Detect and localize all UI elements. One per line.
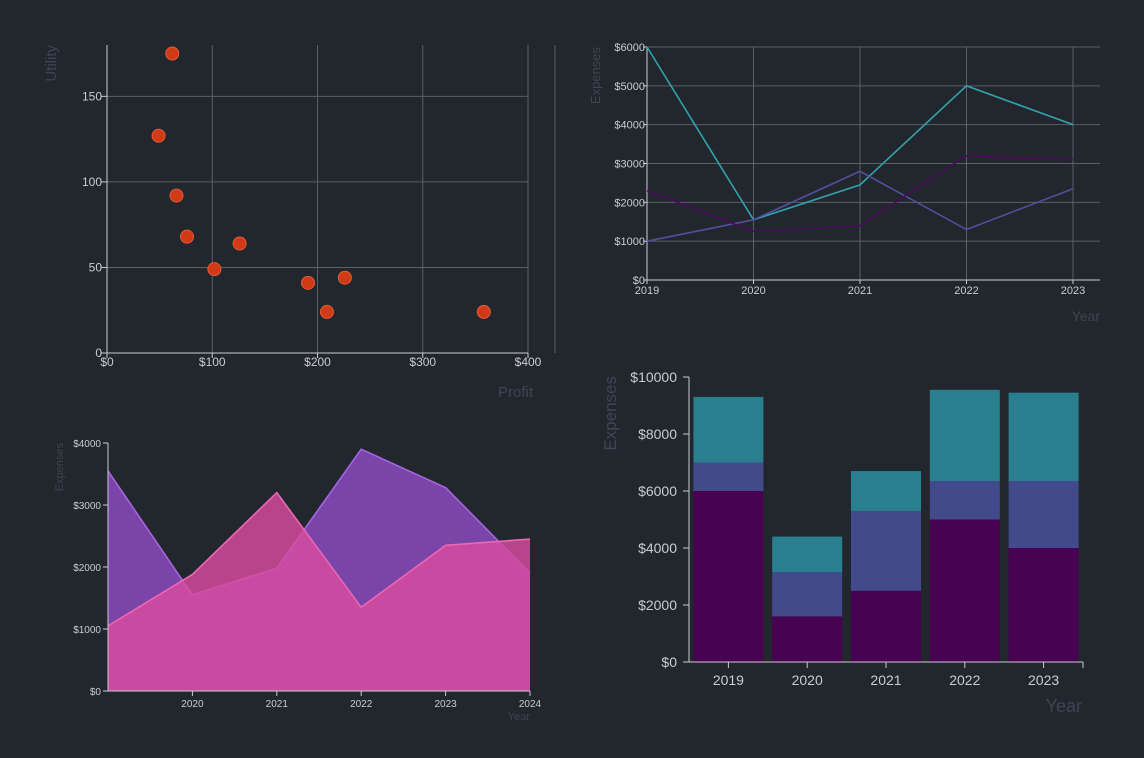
area-y-axis-title: Expenses (54, 443, 66, 492)
bar-x-tick-label: 2023 (1028, 672, 1059, 688)
line-y-tick-label: $2000 (614, 197, 645, 209)
bar-2019-segment-3 (693, 396, 764, 463)
line-x-tick-label: 2021 (848, 285, 872, 297)
bar-y-tick-label: $0 (661, 654, 677, 670)
bar-2023-segment-3 (1008, 392, 1079, 482)
area-x-axis-title: Year (508, 711, 531, 723)
line-y-tick-label: $3000 (614, 159, 645, 171)
area-x-tick-label: 2020 (181, 699, 204, 710)
area-y-tick-label: $1000 (73, 625, 101, 636)
line-y-tick-label: $6000 (614, 42, 645, 54)
bar-y-tick-label: $8000 (638, 426, 677, 442)
scatter-point (207, 262, 222, 277)
bar-2019-segment-1 (693, 491, 764, 662)
area-series-2-line (107, 491, 531, 627)
bar-y-tick-label: $10000 (630, 369, 677, 385)
line-y-tick-label: $4000 (614, 120, 645, 132)
bar-2021-segment-3 (851, 471, 921, 511)
area-y-tick-label: $3000 (73, 501, 101, 512)
scatter-x-tick-label: $200 (304, 355, 331, 369)
line-grid (646, 46, 1100, 280)
bar-y-axis-title: Expenses (601, 376, 620, 451)
area-y-tick-label: $4000 (73, 439, 101, 450)
area-x-tick-label: 2023 (434, 699, 457, 710)
scatter-point (151, 128, 166, 143)
line-y-tick-label: $1000 (614, 236, 645, 248)
area-y-tick-label: $2000 (73, 563, 101, 574)
bar-x-tick-label: 2021 (870, 672, 901, 688)
scatter-x-tick-label: $100 (199, 355, 226, 369)
area-series-2-fill (108, 492, 530, 691)
bar-2021-segment-2 (851, 510, 921, 591)
line-x-tick-label: 2020 (741, 285, 765, 297)
area-y-tick-label: $0 (90, 687, 102, 698)
scatter-point (476, 304, 491, 319)
bar-y-tick-label: $2000 (638, 597, 677, 613)
bar-2023-segment-1 (1008, 548, 1079, 662)
scatter-y-axis-title: Utility (43, 45, 60, 82)
scatter-x-axis-title: Profit (498, 384, 534, 401)
area-x-tick-label: 2021 (266, 699, 289, 710)
area-x-tick-label: 2022 (350, 699, 373, 710)
area-x-tick-label: 2024 (519, 699, 542, 710)
line-x-axis-title: Year (1072, 308, 1101, 324)
scatter-x-tick-label: $0 (100, 355, 114, 369)
bar-2020-segment-3 (772, 536, 843, 573)
line-x-tick-label: 2022 (954, 285, 978, 297)
bar-x-tick-label: 2020 (792, 672, 823, 688)
bar-2020-segment-1 (772, 616, 843, 662)
bar-y-tick-label: $4000 (638, 540, 677, 556)
area-series-1-line (107, 448, 531, 596)
scatter-point (179, 229, 194, 244)
bar-x-tick-label: 2019 (713, 672, 744, 688)
bar-2020-segment-2 (772, 572, 843, 617)
scatter-grid (107, 45, 556, 353)
bar-x-axis-title: Year (1046, 696, 1082, 716)
line-series-2 (646, 170, 1074, 242)
scatter-point (319, 304, 334, 319)
scatter-point (165, 46, 180, 61)
bar-2021-segment-1 (851, 590, 921, 662)
bar-2019-segment-2 (693, 462, 764, 491)
scatter-point (301, 275, 316, 290)
scatter-x-tick-label: $400 (515, 355, 542, 369)
line-y-tick-label: $0 (633, 275, 645, 287)
scatter-y-tick-label: 50 (89, 260, 103, 274)
bar-2022-segment-1 (929, 519, 1000, 662)
scatter-x-tick-label: $300 (409, 355, 436, 369)
scatter-y-tick-label: 0 (95, 346, 102, 360)
scatter-y-tick-label: 100 (82, 175, 102, 189)
line-y-axis-title: Expenses (588, 47, 603, 105)
scatter-point (337, 270, 352, 285)
bar-2023-segment-2 (1008, 481, 1079, 548)
line-x-tick-label: 2023 (1061, 285, 1085, 297)
line-series-3 (646, 154, 1074, 233)
line-series-1 (646, 46, 1074, 221)
line-y-tick-label: $5000 (614, 81, 645, 93)
bar-2022-segment-2 (929, 481, 1000, 520)
bar-y-tick-label: $6000 (638, 483, 677, 499)
bar-x-tick-label: 2022 (949, 672, 980, 688)
scatter-point (232, 236, 247, 251)
line-x-tick-label: 2019 (635, 285, 659, 297)
scatter-y-tick-label: 150 (82, 89, 102, 103)
bar-2022-segment-3 (929, 389, 1000, 482)
scatter-point (169, 188, 184, 203)
